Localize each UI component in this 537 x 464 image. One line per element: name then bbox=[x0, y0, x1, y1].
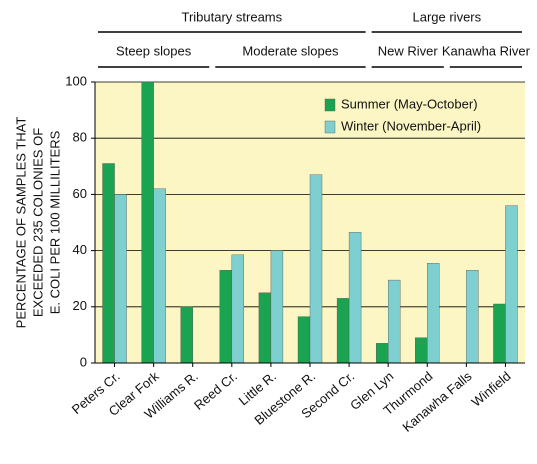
y-tick-label: 20 bbox=[73, 298, 87, 313]
y-tick-label: 80 bbox=[73, 130, 87, 145]
bar bbox=[219, 270, 233, 364]
group-label: Tributary streams bbox=[181, 9, 282, 24]
bar bbox=[231, 254, 245, 364]
bar bbox=[258, 292, 272, 364]
legend-label: Winter (November-April) bbox=[341, 118, 481, 133]
bar bbox=[114, 194, 127, 364]
bar bbox=[375, 343, 389, 364]
bar bbox=[415, 337, 428, 364]
bar bbox=[141, 81, 154, 364]
bar bbox=[309, 174, 323, 364]
legend-swatch bbox=[324, 120, 336, 134]
y-tick-label: 60 bbox=[73, 186, 87, 201]
bar bbox=[348, 232, 362, 364]
subgroup-label: New River bbox=[378, 43, 439, 58]
group-label: Large rivers bbox=[412, 9, 481, 24]
y-axis-label: EXCEEDED 235 COLONIES OF bbox=[30, 128, 45, 317]
bar bbox=[270, 250, 284, 364]
legend-swatch bbox=[324, 98, 336, 112]
subgroup-label: Kanawha River bbox=[442, 43, 531, 58]
bar bbox=[387, 279, 401, 364]
bar bbox=[297, 316, 311, 364]
x-tick-label: Winfield bbox=[469, 368, 514, 409]
legend-label: Summer (May-October) bbox=[341, 96, 478, 111]
y-tick-label: 100 bbox=[65, 73, 87, 88]
subgroup-label: Steep slopes bbox=[116, 43, 192, 58]
y-axis-label: E. COLI PER 100 MILLILITERS bbox=[47, 130, 62, 314]
bar bbox=[427, 263, 440, 364]
bar bbox=[336, 298, 350, 364]
bar bbox=[153, 188, 166, 364]
bar bbox=[505, 205, 518, 364]
x-tick-label: Kanawha Falls bbox=[400, 368, 475, 435]
bar bbox=[466, 270, 479, 364]
x-tick-label: Reed Cr. bbox=[191, 368, 240, 412]
y-tick-label: 0 bbox=[80, 354, 87, 369]
bar bbox=[102, 163, 115, 364]
y-tick-label: 40 bbox=[73, 242, 87, 257]
bar bbox=[180, 306, 193, 364]
y-axis-label: PERCENTAGE OF SAMPLES THAT bbox=[13, 117, 28, 329]
bar bbox=[493, 303, 506, 364]
subgroup-label: Moderate slopes bbox=[242, 43, 339, 58]
